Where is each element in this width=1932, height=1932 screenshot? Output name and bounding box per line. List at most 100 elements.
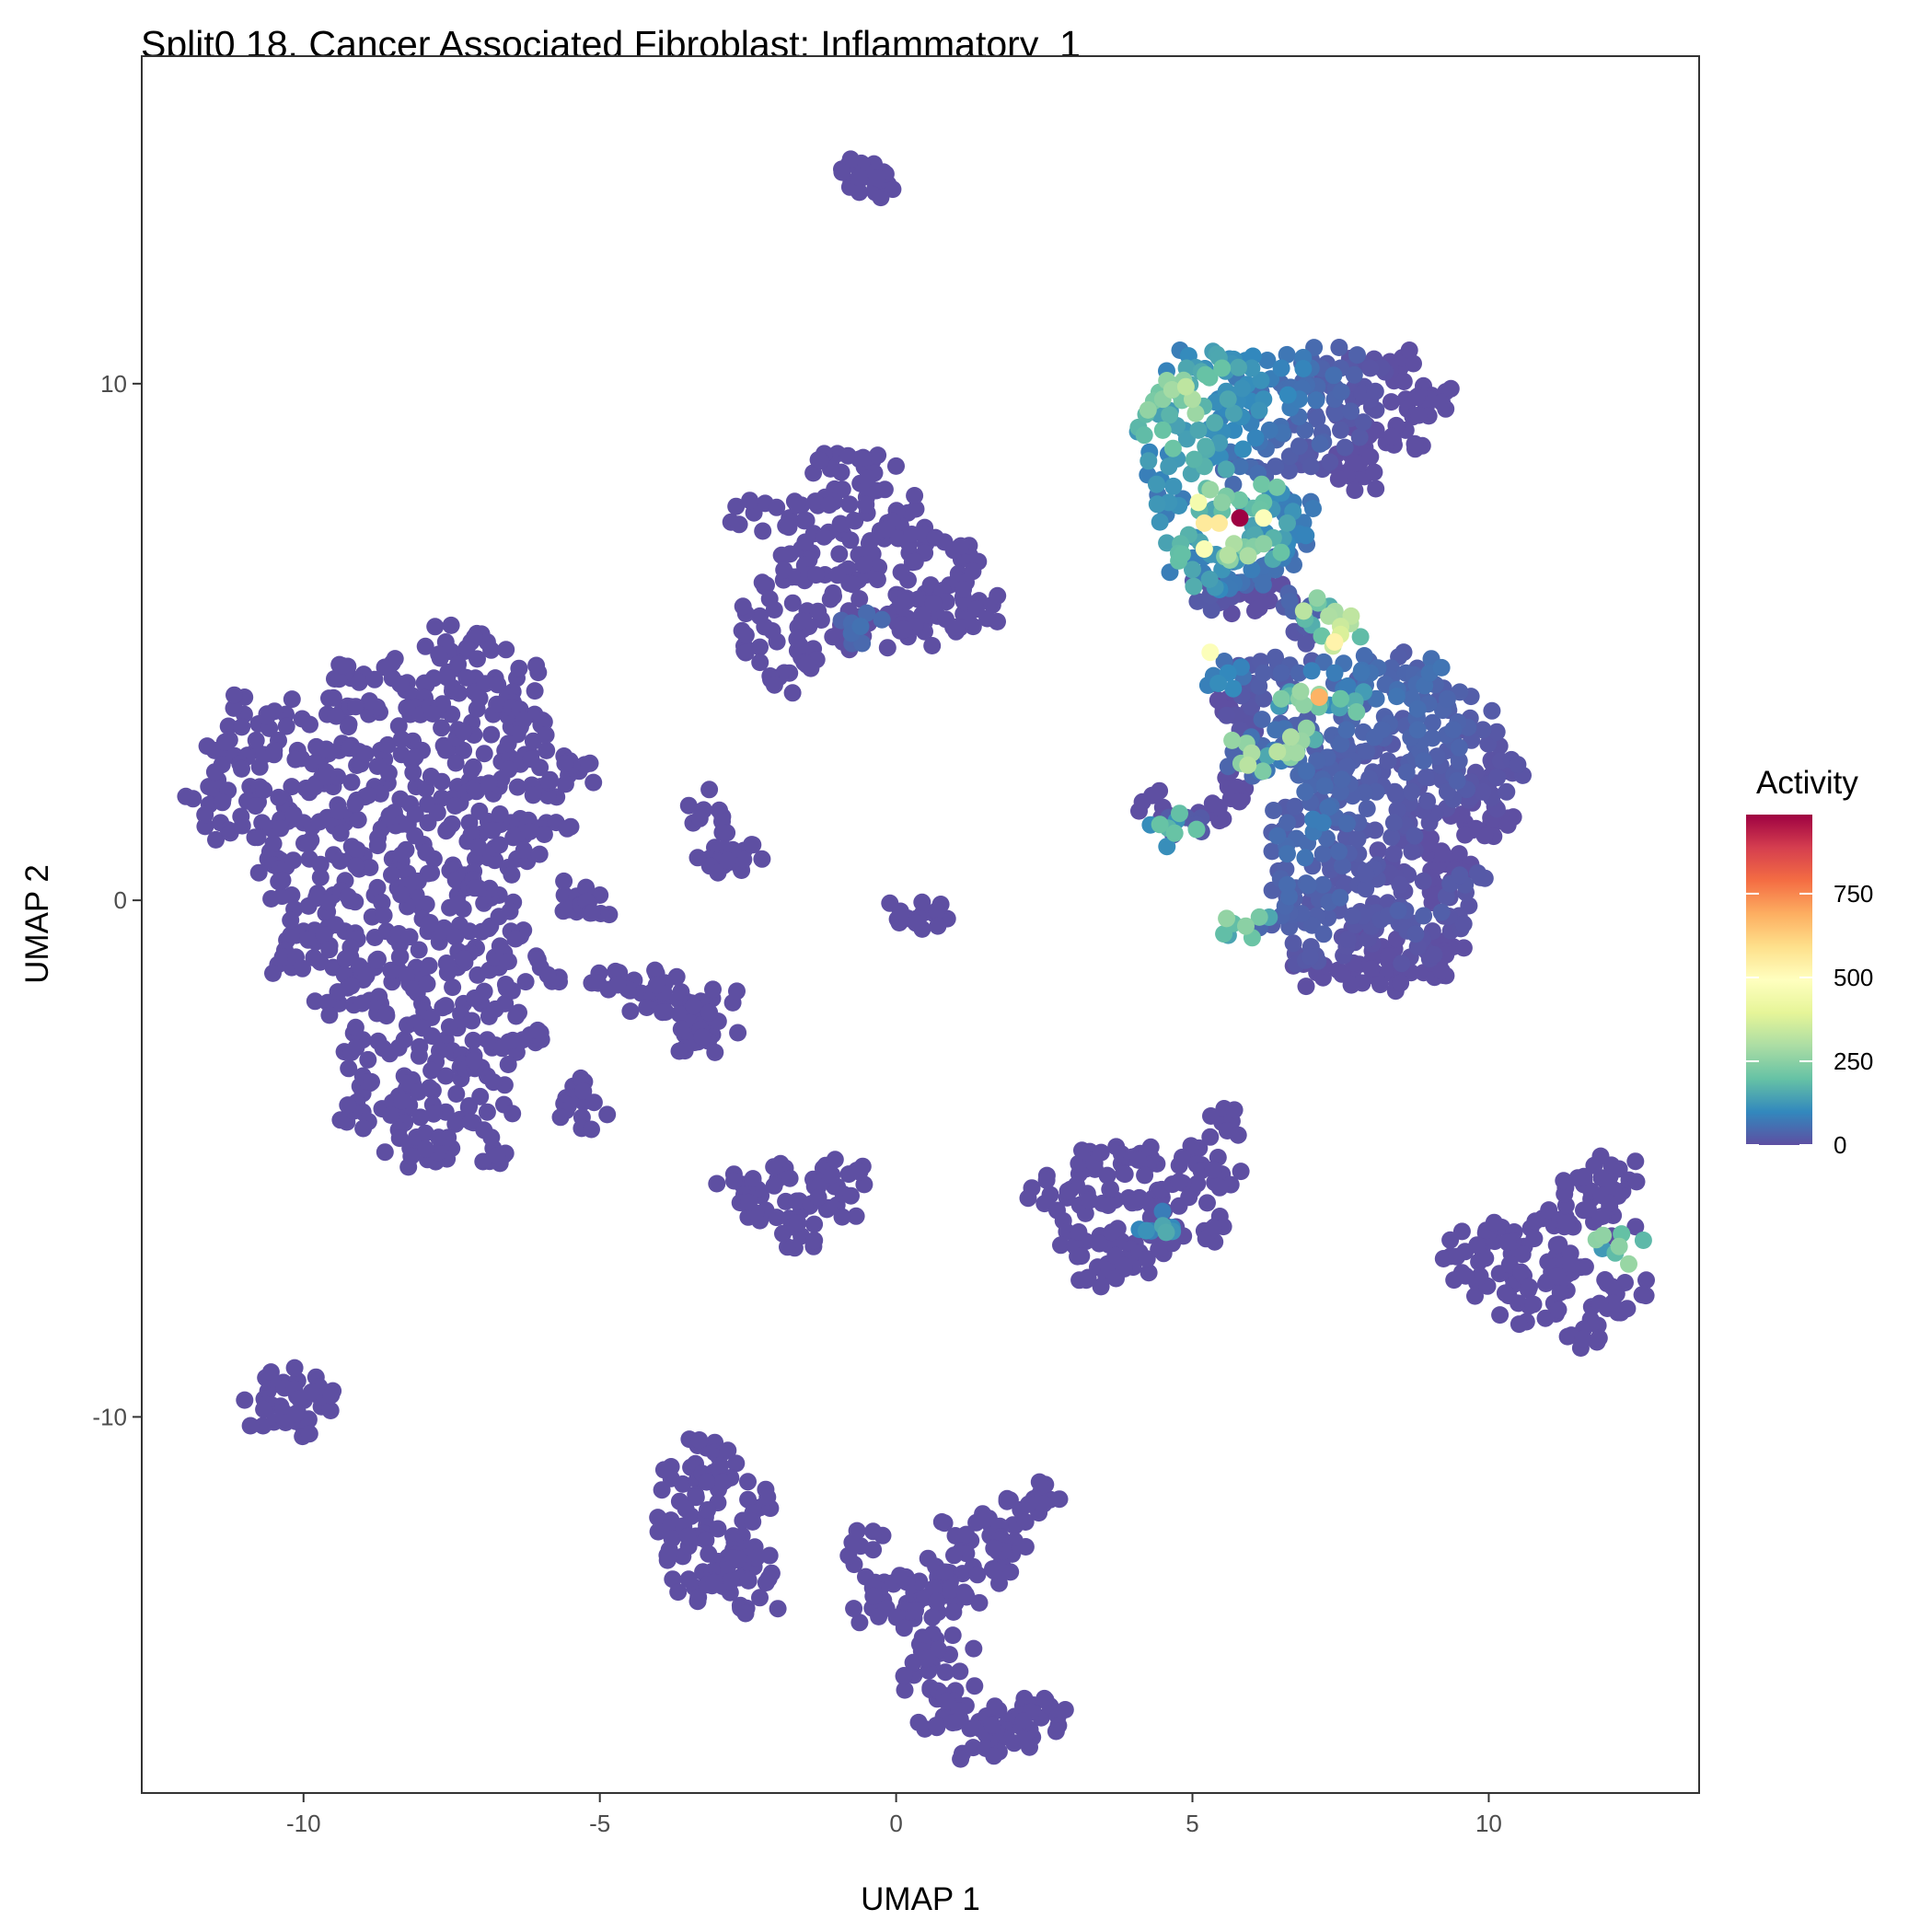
data-point [1302,662,1321,680]
data-point [1448,771,1466,790]
data-point [430,1128,447,1147]
data-point [331,1111,350,1129]
data-point [1423,713,1441,732]
data-point [1280,592,1299,610]
data-point [1317,829,1336,848]
data-point [1319,798,1337,816]
data-point [421,1079,439,1097]
data-point [1555,1172,1573,1190]
data-point [1454,939,1473,957]
data-point [1346,481,1364,500]
data-point [1418,792,1437,810]
data-point [729,1550,747,1568]
data-point [918,1649,936,1668]
data-point [447,1085,466,1103]
data-point [700,1003,719,1022]
data-point [952,537,970,555]
data-point [978,609,997,628]
data-point [416,1124,434,1142]
data-point [841,531,860,550]
data-point [300,1425,318,1443]
data-point [788,630,806,648]
data-point [1498,816,1517,834]
data-point [1255,509,1273,527]
data-point [1299,876,1317,895]
data-point [903,526,921,543]
data-point [1014,1730,1033,1749]
data-point [744,836,762,854]
x-tick-label: 0 [889,1810,902,1837]
data-point [198,737,216,756]
data-point [1591,1294,1609,1313]
data-point [246,828,264,847]
x-axis: -10 -5 0 5 10 [142,1792,1699,1837]
data-point [558,819,576,838]
legend-tick-label: 250 [1834,1047,1873,1075]
data-point [841,150,860,168]
data-point [700,781,719,799]
data-point [956,1586,975,1604]
data-point [1267,648,1284,666]
data-point [896,1681,914,1699]
data-point [929,917,947,935]
data-point [1201,1128,1220,1146]
data-point [1365,463,1383,481]
data-point [378,735,397,754]
data-point [398,699,416,717]
data-point [377,1004,396,1023]
data-point [436,1067,455,1085]
data-point [1357,865,1375,884]
data-point [1466,1287,1484,1305]
data-point [520,823,538,840]
data-point [1393,954,1411,973]
data-point [1098,1166,1116,1185]
data-point [1201,643,1220,662]
data-point [850,590,869,608]
data-point [932,1513,951,1531]
data-point [490,908,508,926]
data-point [1016,1513,1035,1531]
data-point [839,446,857,465]
data-point [713,1473,732,1491]
data-point [1483,701,1501,720]
data-point [952,1750,970,1768]
data-point [1081,1191,1099,1209]
data-point [734,597,752,616]
data-point [1278,345,1296,364]
data-point [515,841,533,860]
data-point [1202,1107,1220,1125]
data-point [1107,1269,1125,1288]
data-point [538,741,556,759]
data-point [365,670,384,688]
data-point [450,684,469,702]
data-point [469,650,486,668]
data-point [1219,546,1237,564]
data-point [1456,826,1475,844]
data-point [1213,493,1232,512]
data-point [1164,477,1183,495]
data-point [347,698,364,716]
data-point [887,457,905,475]
data-point [954,1565,972,1583]
data-point [739,1473,757,1491]
data-point [475,745,493,763]
data-point [1498,782,1516,801]
data-point [1250,908,1268,926]
data-point [462,761,480,780]
data-point [1143,786,1162,804]
data-point [294,959,312,978]
data-point [909,1713,928,1731]
data-point [868,571,886,589]
x-tick-label: -5 [589,1810,610,1837]
data-point [503,865,521,884]
data-point [342,773,361,792]
data-point [864,1587,883,1605]
data-point [1348,703,1366,721]
data-point [575,756,594,774]
data-point [482,641,501,659]
data-point [873,610,891,629]
data-point [1197,365,1215,384]
data-point [1432,903,1451,921]
data-point [350,673,368,691]
